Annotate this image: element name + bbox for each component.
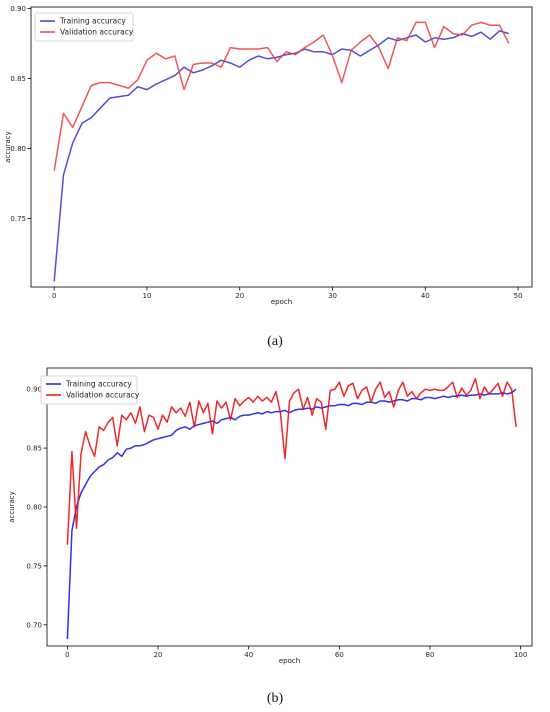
series-line-training xyxy=(66,388,517,639)
series-line-validation xyxy=(66,377,517,545)
legend-entry: Training accuracy xyxy=(65,380,132,389)
legend: Training accuracy Validation accuracy xyxy=(40,375,140,405)
chart-a: 0 10 20 30 40 50 0.75 0.80 0.85 0.90 epoch accuracy… xyxy=(4,5,533,306)
x-tick-label: 0 xyxy=(65,651,69,659)
legend-entry: Validation accuracy xyxy=(66,391,140,400)
caption-a: (a) xyxy=(267,334,283,349)
legend: Training accuracy Validation accuracy xyxy=(34,12,134,42)
series-line-validation xyxy=(53,21,510,171)
x-tick-label: 60 xyxy=(335,651,344,659)
y-axis-label: accuracy xyxy=(8,491,16,523)
x-tick-label: 10 xyxy=(143,292,152,300)
y-tick-label: 0.70 xyxy=(26,621,42,629)
plot-area-frame xyxy=(30,6,533,288)
x-tick-label: 40 xyxy=(244,651,253,659)
legend-entry: Validation accuracy xyxy=(60,28,134,37)
x-axis-label: epoch xyxy=(279,657,300,665)
legend-box xyxy=(34,12,134,42)
y-tick-label: 0.80 xyxy=(10,145,26,153)
x-tick-label: 50 xyxy=(514,292,523,300)
chart-b: 0 20 40 60 80 100 0.70 0.75 0.80 0.85 0.90 epoch acc… xyxy=(8,367,533,665)
y-tick-label: 0.90 xyxy=(10,5,26,13)
x-tick-label: 100 xyxy=(514,651,527,659)
legend-box xyxy=(40,375,138,405)
y-tick-label: 0.85 xyxy=(26,445,42,453)
legend-entry: Training accuracy xyxy=(59,17,126,26)
x-tick-label: 0 xyxy=(52,292,56,300)
x-tick-label: 20 xyxy=(235,292,244,300)
y-tick-label: 0.75 xyxy=(26,562,42,570)
series-line-training xyxy=(53,30,510,282)
x-tick-label: 80 xyxy=(426,651,435,659)
y-tick-label: 0.90 xyxy=(26,386,42,394)
y-axis-label: accuracy xyxy=(4,131,12,163)
x-axis-label: epoch xyxy=(271,298,292,306)
y-tick-label: 0.75 xyxy=(10,215,26,223)
y-tick-label: 0.85 xyxy=(10,75,26,83)
caption-b: (b) xyxy=(266,691,284,706)
x-tick-label: 40 xyxy=(421,292,430,300)
x-tick-label: 20 xyxy=(154,651,163,659)
x-tick-label: 30 xyxy=(328,292,337,300)
y-tick-label: 0.80 xyxy=(26,504,42,512)
